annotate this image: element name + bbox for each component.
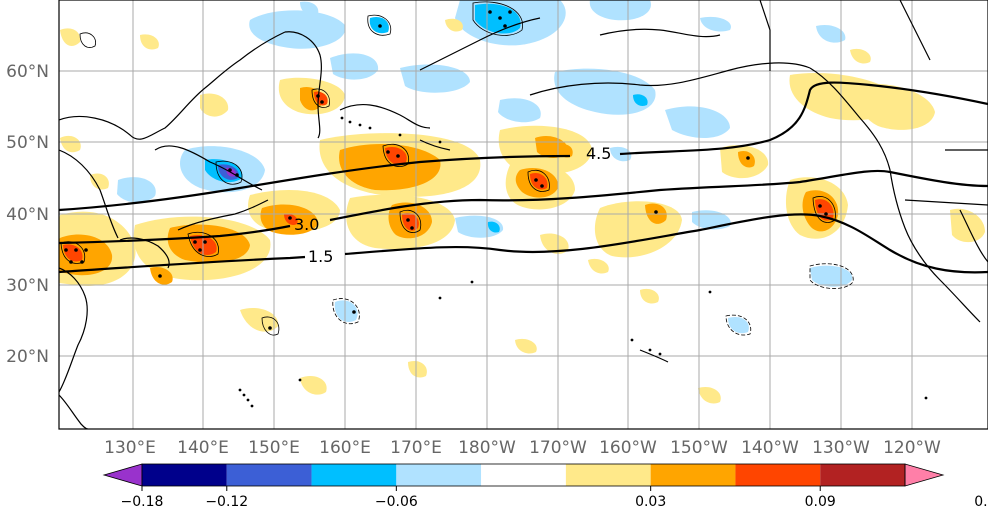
colorbar-extend-min	[102, 463, 143, 487]
lon-tick-label: 140°E	[177, 438, 229, 458]
colorbar-segment	[735, 464, 821, 486]
contour-line-1-5	[59, 213, 988, 274]
contour-label-3-0: 3.0	[294, 215, 319, 234]
lat-tick-label: 60°N	[6, 62, 49, 82]
significance-stippling	[64, 10, 828, 330]
colorbar-segment	[396, 464, 482, 486]
colorbar-tick-label: −0.18	[121, 494, 164, 510]
lat-tick-label: 30°N	[6, 276, 49, 296]
map-frame	[58, 0, 988, 430]
lon-tick-label: 170°E	[390, 438, 442, 458]
gridlines	[59, 0, 988, 429]
lon-tick-label: 150°W	[670, 438, 728, 458]
colorbar-segment	[565, 464, 651, 486]
map-panel: 4.5 3.0 1.5	[58, 0, 988, 430]
lon-tick-label: 180°W	[458, 438, 516, 458]
lon-tick-label: 160°W	[599, 438, 657, 458]
colorbar-segment	[226, 464, 312, 486]
colorbar-ticks: −0.18 −0.12 −0.06 0.03 0.09 0.15	[121, 486, 988, 510]
anomaly-shading	[59, 0, 985, 404]
lon-tick-label: 140°W	[741, 438, 799, 458]
colorbar-segment	[142, 464, 227, 486]
colorbar: −0.18 −0.12 −0.06 0.03 0.09 0.15	[102, 463, 988, 510]
lon-tick-label: 150°E	[248, 438, 300, 458]
colorbar-frame	[141, 463, 906, 487]
contour-labels: 4.5 3.0 1.5	[294, 144, 611, 266]
colorbar-segment	[481, 464, 566, 486]
contour-line-4-5	[59, 81, 988, 212]
colorbar-segment	[311, 464, 397, 486]
mean-contours	[59, 81, 988, 274]
colorbar-tick-label: 0.03	[635, 494, 666, 510]
longitude-axis: 130°E 140°E 150°E 160°E 170°E 180°W 170°…	[104, 438, 941, 458]
colorbar-tick-label: −0.06	[375, 494, 418, 510]
colorbar-extend-max	[904, 463, 945, 487]
contour-label-1-5: 1.5	[308, 247, 333, 266]
colorbar-segment	[820, 464, 905, 486]
lon-tick-label: 120°W	[883, 438, 941, 458]
colorbar-tick-label: 0.09	[805, 494, 836, 510]
lat-tick-label: 20°N	[6, 347, 49, 367]
contour-line-3-0	[59, 169, 988, 245]
lat-tick-label: 40°N	[6, 205, 49, 225]
colorbar-segment	[650, 464, 736, 486]
contour-label-4-5: 4.5	[586, 144, 611, 163]
lat-tick-label: 50°N	[6, 133, 49, 153]
latitude-axis: 60°N 50°N 40°N 30°N 20°N	[6, 62, 49, 367]
lon-tick-label: 130°E	[104, 438, 156, 458]
colorbar-tick-label: 0.15	[974, 494, 988, 510]
island-dots	[238, 116, 928, 408]
colorbar-segments	[102, 463, 945, 487]
coastlines	[59, 0, 988, 429]
lon-tick-label: 130°W	[812, 438, 870, 458]
lon-tick-label: 170°W	[529, 438, 587, 458]
lon-tick-label: 160°E	[319, 438, 371, 458]
colorbar-tick-label: −0.12	[205, 494, 248, 510]
